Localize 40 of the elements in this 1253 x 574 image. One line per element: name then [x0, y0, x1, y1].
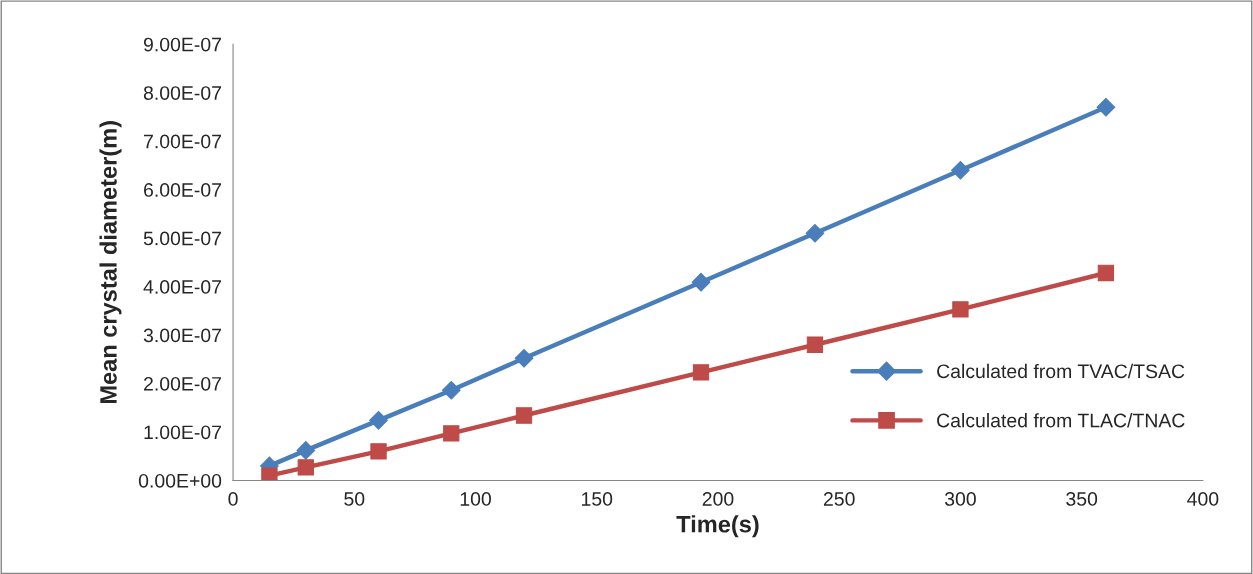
- point: [369, 410, 388, 430]
- point: [297, 459, 314, 476]
- x-tick-label: 0: [228, 492, 238, 506]
- y-tick-label: 7.00E-07: [144, 134, 221, 149]
- y-axis-title: Mean crystal diameter(m): [99, 121, 122, 404]
- y-tick-label: 0.00E+00: [138, 473, 222, 488]
- x-tick-label: 150: [582, 492, 613, 506]
- point: [1097, 264, 1115, 282]
- y-tick-label: 3.00E-07: [143, 328, 221, 343]
- legend-label: Calculated from TLAC/TNAC: [937, 413, 1185, 428]
- y-tick-label: 5.00E-07: [143, 231, 221, 246]
- point: [515, 407, 533, 424]
- point: [370, 443, 387, 460]
- y-tick-label: 1.00E-07: [144, 425, 221, 440]
- x-tick-label: 400: [1187, 492, 1219, 506]
- x-axis-title: Time(s): [676, 515, 759, 538]
- x-tick-label: 200: [702, 492, 734, 506]
- point: [1096, 97, 1116, 117]
- y-tick-label: 8.00E-07: [143, 86, 221, 100]
- point: [692, 364, 710, 381]
- point: [805, 223, 825, 243]
- point: [296, 441, 316, 460]
- y-tick-label: 6.00E-07: [144, 183, 221, 197]
- x-tick-label: 350: [1066, 492, 1098, 506]
- x-tick-label: 50: [344, 492, 365, 506]
- x-tick-label: 250: [823, 492, 855, 506]
- y-tick-label: 9.00E-07: [143, 37, 221, 52]
- point: [443, 425, 460, 442]
- point: [952, 301, 969, 318]
- point: [951, 160, 970, 180]
- legend-label: Calculated from TVAC/TSAC: [937, 363, 1185, 379]
- point: [441, 380, 461, 400]
- point: [691, 272, 711, 292]
- x-tick-label: 300: [944, 492, 976, 506]
- point: [806, 336, 824, 353]
- y-tick-label: 4.00E-07: [143, 280, 221, 294]
- x-tick-label: 100: [460, 492, 491, 506]
- y-tick-label: 2.00E-07: [144, 376, 221, 391]
- point: [514, 348, 534, 368]
- point: [261, 467, 278, 481]
